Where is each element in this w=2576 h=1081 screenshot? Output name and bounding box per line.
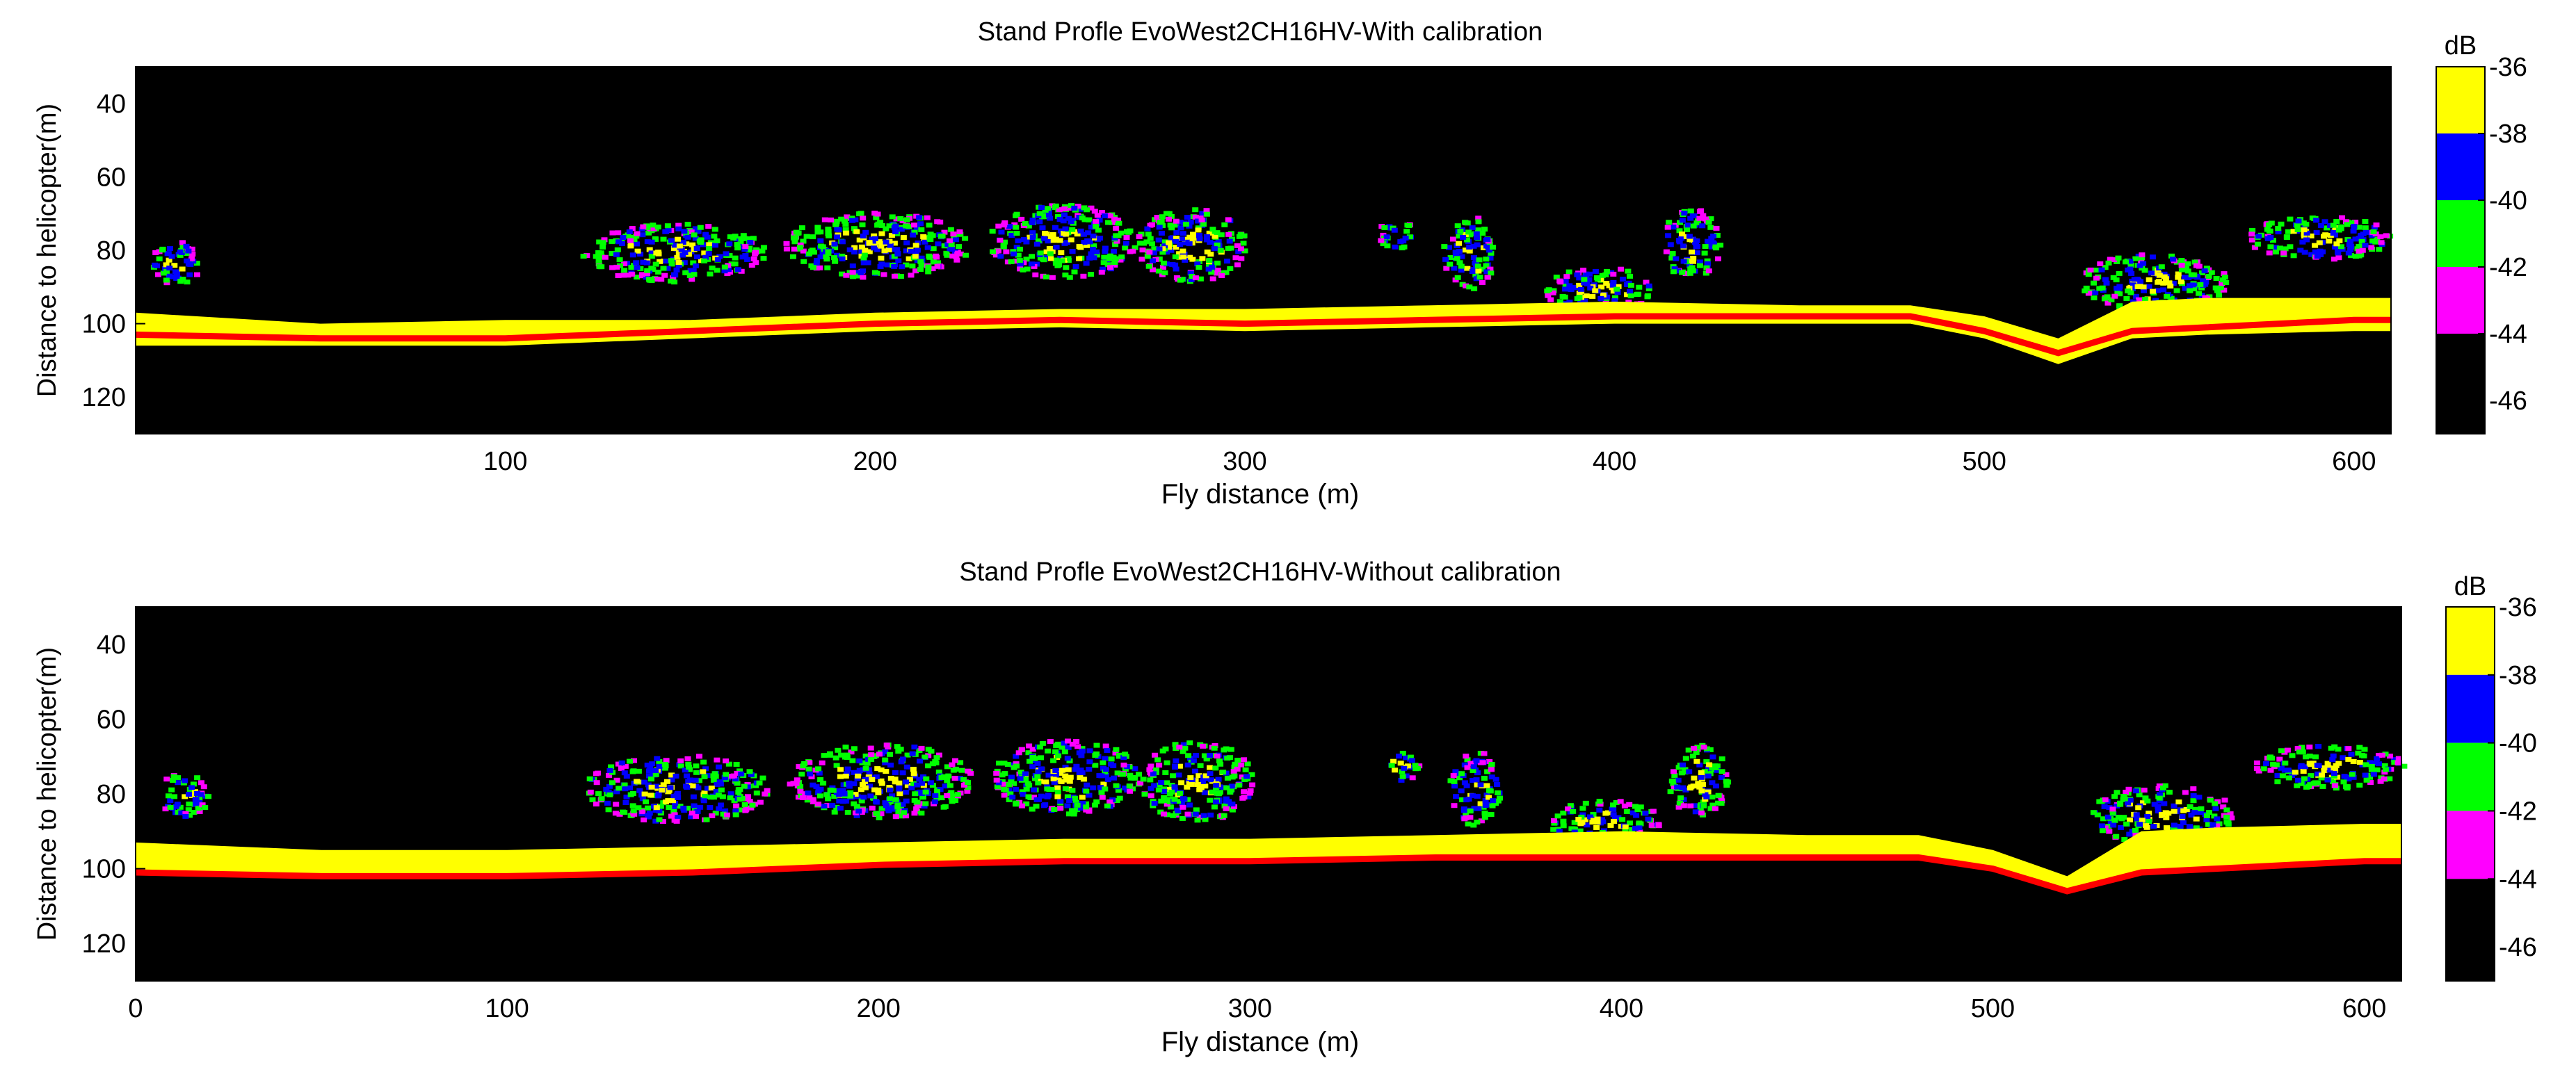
x-tick-label: 200 (856, 994, 900, 1023)
colorbar-frame (2436, 66, 2486, 434)
x-tick-label: 200 (853, 447, 897, 476)
plot-area (135, 606, 2408, 982)
y-tick-label: 120 (82, 383, 126, 412)
colorbar-level (2446, 742, 2495, 811)
colorbar-tick-label: -44 (2499, 865, 2537, 894)
colorbar-tick-label: -40 (2489, 186, 2527, 216)
colorbar-level (2436, 67, 2485, 133)
colorbar-level (2446, 879, 2495, 981)
colorbar: dB -36 -38 -40 -42 -44 -46 (2445, 572, 2537, 982)
canopy-cluster (787, 742, 974, 820)
x-tick-label: 300 (1223, 447, 1266, 476)
canopy-cluster (989, 203, 1138, 280)
colorbar-tick-label: -40 (2499, 729, 2537, 758)
ground-return-line (135, 854, 2401, 895)
x-tick-label: 100 (485, 994, 529, 1023)
x-axis-ticks: 100 200 300 400 500 600 (483, 424, 2376, 476)
y-tick-label: 40 (97, 631, 126, 660)
y-tick-label: 80 (97, 236, 126, 266)
canopy-cluster (586, 754, 771, 824)
colorbar-label: dB (2454, 572, 2486, 601)
canopy-cluster (580, 222, 767, 285)
canopy-cluster (1378, 222, 1415, 251)
x-tick-label: 500 (1971, 994, 2015, 1023)
colorbar-level (2446, 674, 2495, 743)
canopy-layer (150, 203, 2394, 314)
x-tick-label: 600 (2332, 447, 2376, 476)
colorbar-level (2446, 607, 2495, 675)
canopy-cluster (1667, 742, 1732, 818)
y-axis-label: Distance to helicopter(m) (33, 647, 62, 941)
chart-title: Stand Profle EvoWest2CH16HV-Without cali… (959, 558, 1561, 587)
y-tick-label: 40 (97, 90, 126, 119)
plot-area (135, 66, 2394, 434)
colorbar-levels (2436, 66, 2486, 434)
colorbar-tick-label: -36 (2489, 53, 2527, 82)
colorbar-level (2436, 200, 2485, 267)
canopy-cluster (1441, 216, 1497, 291)
panel-without-calibration: Stand Profle EvoWest2CH16HV-Without cali… (33, 558, 2537, 1057)
colorbar-label: dB (2445, 31, 2477, 60)
colorbar: dB -36 -38 -40 -42 -44 -46 (2436, 31, 2527, 434)
canopy-cluster (993, 738, 1144, 817)
canopy-cluster (1447, 751, 1503, 828)
y-tick-label: 60 (97, 163, 126, 192)
canopy-cluster (1663, 208, 1724, 277)
colorbar-tick-label: -38 (2489, 120, 2527, 149)
colorbar-levels (2445, 606, 2495, 982)
colorbar-ticks: -36 -38 -40 -42 -44 -46 (2488, 593, 2537, 962)
ground-return-line (135, 313, 2391, 357)
colorbar-tick-label: -46 (2489, 387, 2527, 416)
x-tick-label: 500 (1962, 447, 2006, 476)
canopy-cluster (783, 211, 969, 280)
x-axis-label: Fly distance (m) (1161, 1027, 1360, 1057)
y-tick-label: 120 (82, 929, 126, 959)
x-tick-label: 600 (2342, 994, 2386, 1023)
y-tick-label: 80 (97, 780, 126, 809)
x-tick-label: 0 (128, 994, 143, 1023)
y-axis-ticks: 40 60 80 100 120 (82, 90, 145, 412)
colorbar-tick-label: -42 (2499, 797, 2537, 826)
colorbar-tick-label: -42 (2489, 253, 2527, 282)
canopy-layer (162, 738, 2408, 847)
colorbar-level (2446, 811, 2495, 879)
colorbar-frame (2445, 606, 2495, 982)
plot-background (136, 607, 2401, 981)
colorbar-tick-label: -46 (2499, 933, 2537, 962)
colorbar-tick-label: -36 (2499, 593, 2537, 622)
colorbar-tick-label: -38 (2499, 661, 2537, 690)
x-tick-label: 400 (1600, 994, 1643, 1023)
canopy-cluster (1136, 207, 1248, 284)
y-tick-label: 100 (82, 310, 126, 339)
y-tick-label: 100 (82, 855, 126, 884)
x-tick-label: 400 (1593, 447, 1636, 476)
canopy-cluster (162, 773, 212, 819)
chart-title: Stand Profle EvoWest2CH16HV-With calibra… (978, 17, 1543, 47)
x-tick-label: 100 (483, 447, 527, 476)
x-axis-label: Fly distance (m) (1161, 479, 1360, 510)
colorbar-level (2436, 133, 2485, 200)
colorbar-ticks: -36 -38 -40 -42 -44 -46 (2478, 53, 2527, 416)
y-axis-ticks: 40 60 80 100 120 (82, 631, 145, 959)
colorbar-tick-label: -44 (2489, 320, 2527, 349)
canopy-cluster (1388, 751, 1423, 783)
colorbar-level (2436, 334, 2485, 434)
x-tick-label: 300 (1228, 994, 1272, 1023)
canopy-cluster (2248, 215, 2394, 262)
panel-with-calibration: Stand Profle EvoWest2CH16HV-With calibra… (33, 17, 2527, 510)
canopy-cluster (1140, 740, 1256, 823)
colorbar-level (2436, 267, 2485, 334)
x-axis-ticks: 0 100 200 300 400 500 600 (128, 971, 2386, 1023)
plot-background (136, 67, 2391, 434)
y-tick-label: 60 (97, 705, 126, 734)
y-axis-label: Distance to helicopter(m) (33, 104, 62, 397)
strong-return-band (136, 824, 2401, 891)
canopy-cluster (150, 240, 200, 286)
canopy-cluster (2253, 744, 2408, 791)
